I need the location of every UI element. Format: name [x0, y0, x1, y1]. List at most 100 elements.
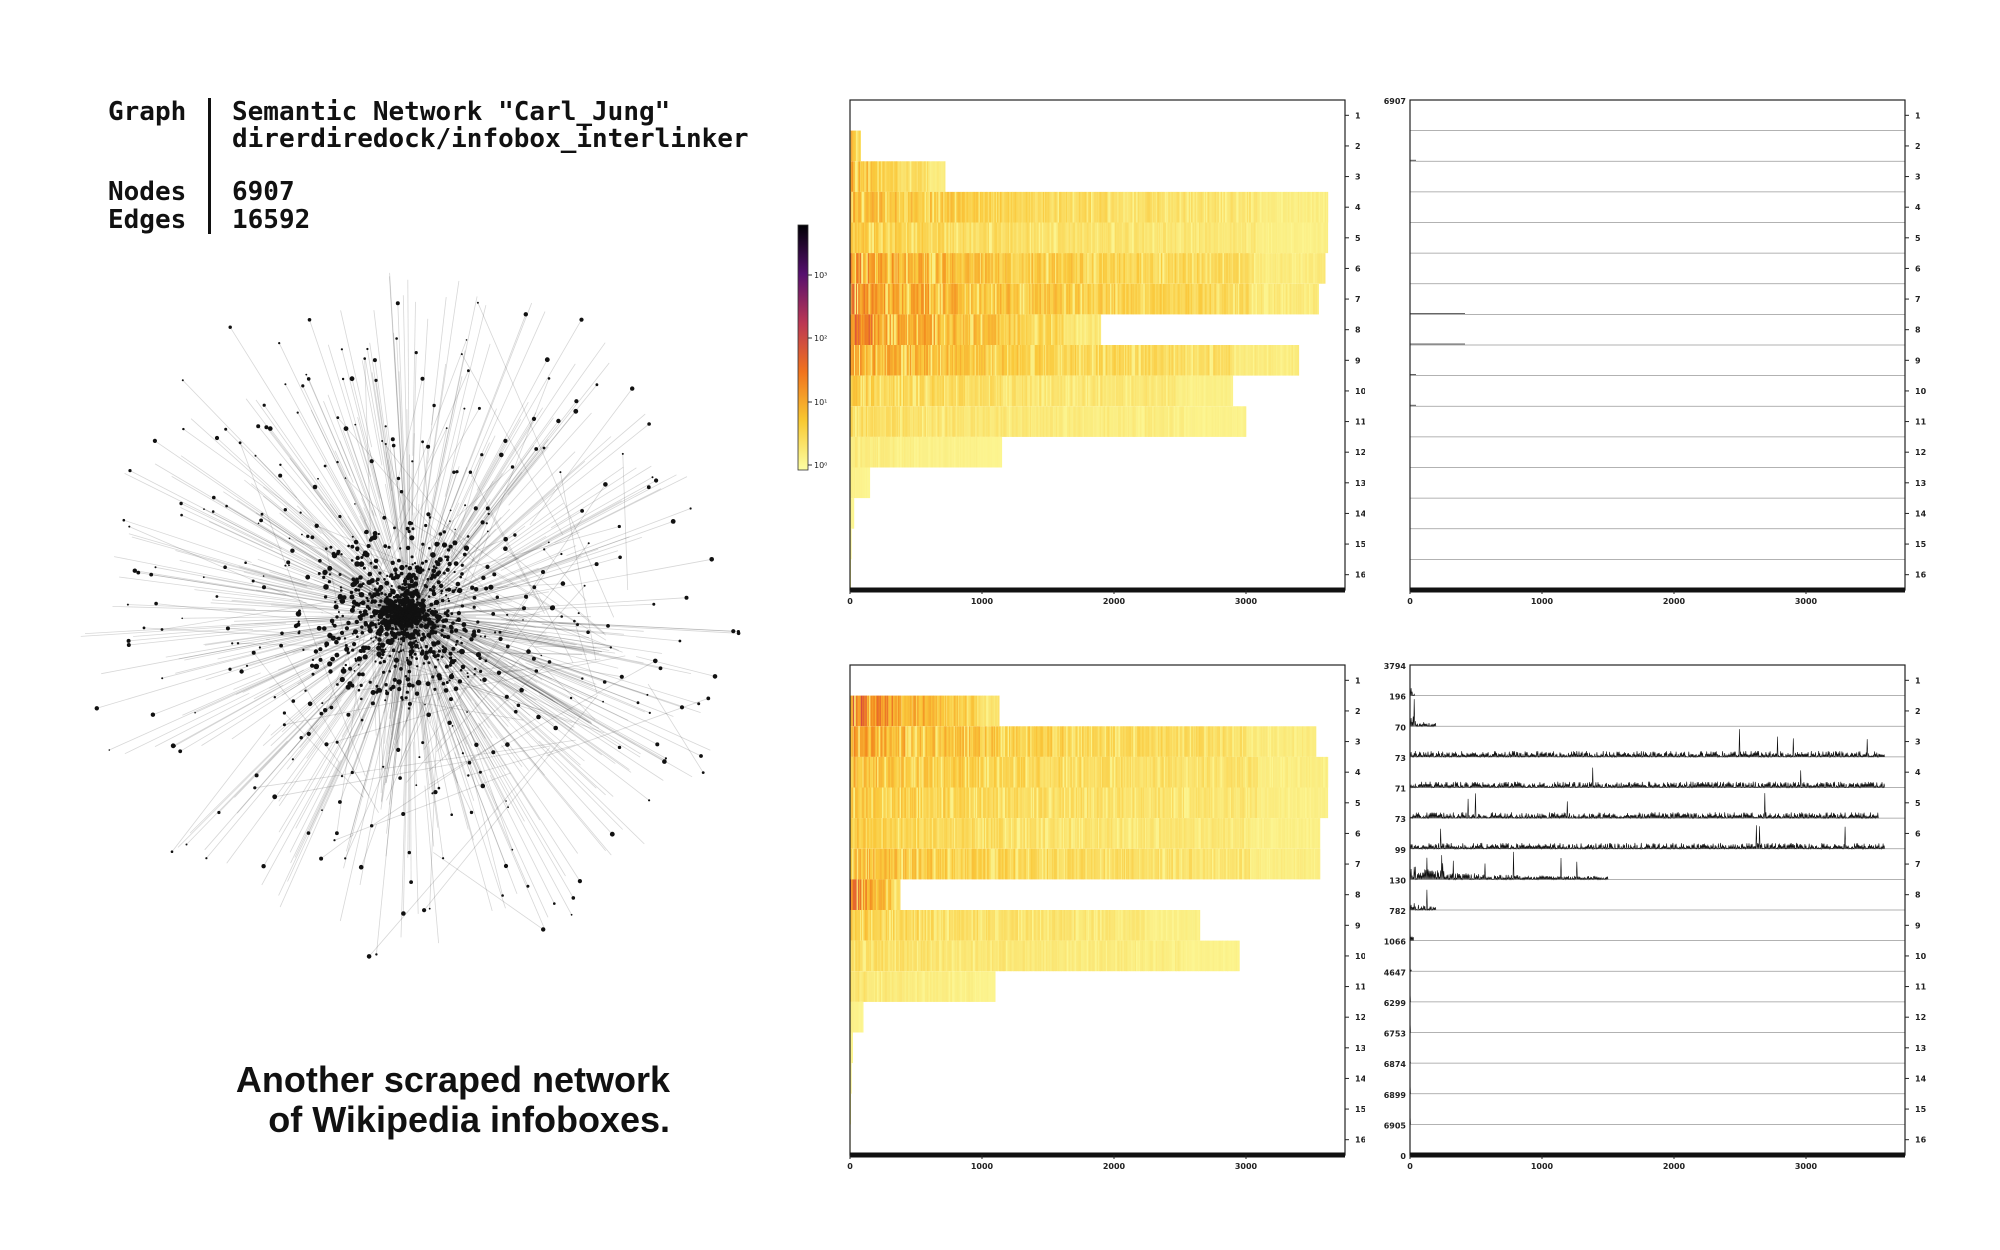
- network-node: [553, 902, 556, 905]
- network-edge: [236, 499, 403, 611]
- heatmap-cell: [1172, 222, 1174, 254]
- heatmap-cell: [1041, 191, 1043, 223]
- network-node: [583, 584, 586, 587]
- heatmap-cell: [1284, 283, 1286, 315]
- heatmap-cell: [1319, 191, 1321, 223]
- heatmap-cell: [1267, 222, 1269, 254]
- network-edge: [345, 477, 482, 611]
- heatmap-cell: [1036, 283, 1038, 315]
- heatmap-cell: [1110, 191, 1112, 223]
- heatmap-cell: [1263, 283, 1266, 315]
- network-node: [393, 526, 396, 530]
- network-node: [531, 416, 537, 421]
- heatmap-cell: [1282, 191, 1285, 223]
- heatmap-cell: [1307, 222, 1310, 254]
- heatmap-cell: [873, 283, 875, 315]
- heatmap-cell: [875, 253, 878, 284]
- heatmap-cell: [886, 191, 888, 223]
- network-node: [550, 605, 556, 610]
- network-node: [472, 629, 477, 634]
- heatmap-cell: [980, 253, 982, 284]
- heatmap-cell: [966, 222, 969, 254]
- heatmap-cell: [1236, 283, 1239, 315]
- heatmap-cell: [1039, 283, 1042, 315]
- heatmap-cell: [1087, 191, 1089, 223]
- heatmap-cell: [902, 283, 904, 315]
- network-node: [441, 645, 445, 649]
- heatmap-cell: [1057, 283, 1059, 315]
- heatmap-cell: [1076, 283, 1079, 315]
- heatmap-cell: [1203, 191, 1206, 223]
- heatmap-cell: [922, 283, 925, 315]
- heatmap-cell: [1168, 283, 1171, 315]
- network-node: [214, 435, 220, 441]
- heatmap-cell: [1136, 191, 1138, 223]
- network-node: [416, 665, 419, 668]
- network-node: [374, 636, 378, 639]
- heatmap-cell: [930, 345, 933, 376]
- heatmap-cell: [1066, 222, 1068, 254]
- network-node: [378, 661, 382, 665]
- network-edge: [371, 461, 388, 524]
- network-edge: [459, 700, 574, 899]
- network-edge: [418, 566, 431, 596]
- network-node: [441, 655, 444, 659]
- heatmap-cell: [1113, 191, 1115, 223]
- network-node: [437, 675, 443, 681]
- heatmap-cell: [1236, 191, 1238, 223]
- network-node: [421, 632, 425, 636]
- network-node: [510, 465, 515, 469]
- heatmap-cell: [868, 314, 871, 345]
- heatmap-cell: [1002, 283, 1005, 315]
- heatmap-cell: [1195, 222, 1197, 254]
- heatmap-cell: [1113, 222, 1115, 254]
- heatmap-cell: [886, 253, 889, 284]
- network-node: [375, 609, 380, 614]
- heatmap-cell: [1139, 222, 1141, 254]
- heatmap-cell: [913, 222, 915, 254]
- network-edge: [177, 721, 304, 848]
- heatmap-cell: [980, 253, 982, 284]
- network-edge: [395, 378, 550, 774]
- network-edge: [412, 301, 416, 456]
- heatmap-cell: [1006, 314, 1009, 345]
- heatmap-cell: [1224, 253, 1226, 284]
- heatmap-cell: [1137, 222, 1140, 254]
- heatmap-cell: [1155, 191, 1157, 223]
- heatmap-cell: [1303, 253, 1305, 284]
- network-edge: [457, 738, 518, 895]
- network-node: [408, 592, 412, 596]
- heatmap-cell: [974, 283, 976, 315]
- heatmap-cell: [1181, 253, 1183, 284]
- network-node: [440, 589, 444, 593]
- network-node: [402, 634, 405, 637]
- heatmap-cell: [1082, 191, 1085, 223]
- network-node: [434, 665, 437, 669]
- heatmap-cell: [875, 283, 878, 315]
- heatmap-cell: [996, 283, 999, 315]
- network-node: [350, 582, 356, 588]
- heatmap-cell: [1299, 222, 1301, 254]
- heatmap-cell: [1259, 253, 1261, 284]
- network-node: [436, 615, 441, 621]
- network-edge: [381, 618, 405, 803]
- heatmap-cell: [896, 222, 898, 254]
- heatmap-cell: [1166, 253, 1169, 284]
- network-node: [428, 588, 433, 592]
- heatmap-cell: [1299, 253, 1301, 284]
- network-edge: [424, 667, 435, 705]
- heatmap-cell: [882, 314, 884, 345]
- heatmap-cell: [852, 283, 855, 315]
- heatmap-cell: [1191, 191, 1194, 223]
- heatmap-cell: [892, 345, 894, 376]
- heatmap-cell: [1149, 222, 1152, 254]
- network-edge: [348, 546, 395, 598]
- network-edge: [450, 447, 545, 565]
- heatmap-cell: [858, 345, 860, 376]
- network-edge: [340, 310, 373, 448]
- network-node: [318, 559, 322, 563]
- heatmap-cell: [1078, 191, 1080, 223]
- network-edge: [394, 651, 413, 740]
- heatmap-cell: [1086, 283, 1088, 315]
- heatmap-cell: [893, 191, 896, 223]
